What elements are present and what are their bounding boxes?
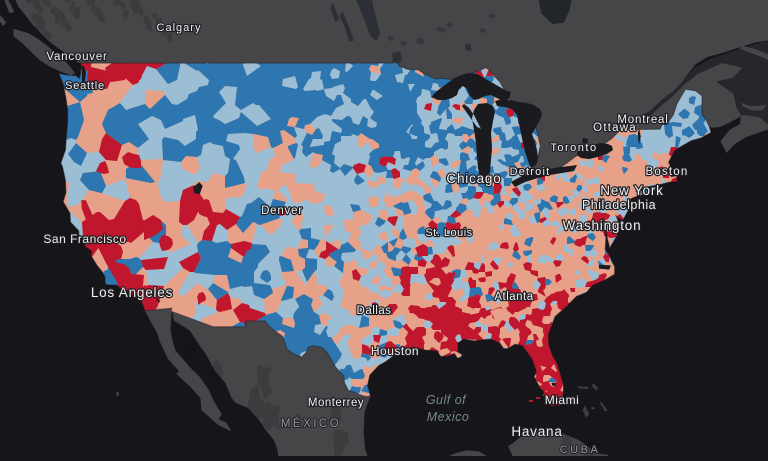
svg-text:MÉXICO: MÉXICO xyxy=(281,417,341,430)
svg-text:Havana: Havana xyxy=(511,424,562,439)
svg-text:Seattle: Seattle xyxy=(65,80,105,92)
svg-text:Gulf of: Gulf of xyxy=(426,393,467,407)
svg-text:Montreal: Montreal xyxy=(617,114,668,126)
svg-text:Vancouver: Vancouver xyxy=(46,51,107,63)
svg-text:Denver: Denver xyxy=(261,205,303,217)
svg-text:Houston: Houston xyxy=(371,344,419,358)
svg-text:Miami: Miami xyxy=(545,393,580,407)
svg-text:Monterrey: Monterrey xyxy=(308,397,364,409)
svg-text:New York: New York xyxy=(600,183,663,198)
svg-text:Boston: Boston xyxy=(645,166,688,178)
svg-text:Atlanta: Atlanta xyxy=(494,291,533,303)
svg-text:Los Angeles: Los Angeles xyxy=(91,285,173,300)
svg-text:St. Louis: St. Louis xyxy=(425,227,472,239)
svg-text:Dallas: Dallas xyxy=(357,305,392,317)
svg-text:Mexico: Mexico xyxy=(427,410,470,424)
svg-text:Philadelphia: Philadelphia xyxy=(582,198,656,212)
svg-text:CUBA: CUBA xyxy=(560,444,601,456)
svg-text:Ottawa: Ottawa xyxy=(593,122,637,134)
svg-text:Detroit: Detroit xyxy=(510,166,551,178)
svg-text:Washington: Washington xyxy=(563,218,642,233)
svg-text:Chicago: Chicago xyxy=(446,171,501,186)
svg-text:Calgary: Calgary xyxy=(157,22,202,34)
svg-text:Toronto: Toronto xyxy=(550,142,597,154)
svg-text:San Francisco: San Francisco xyxy=(43,232,126,246)
